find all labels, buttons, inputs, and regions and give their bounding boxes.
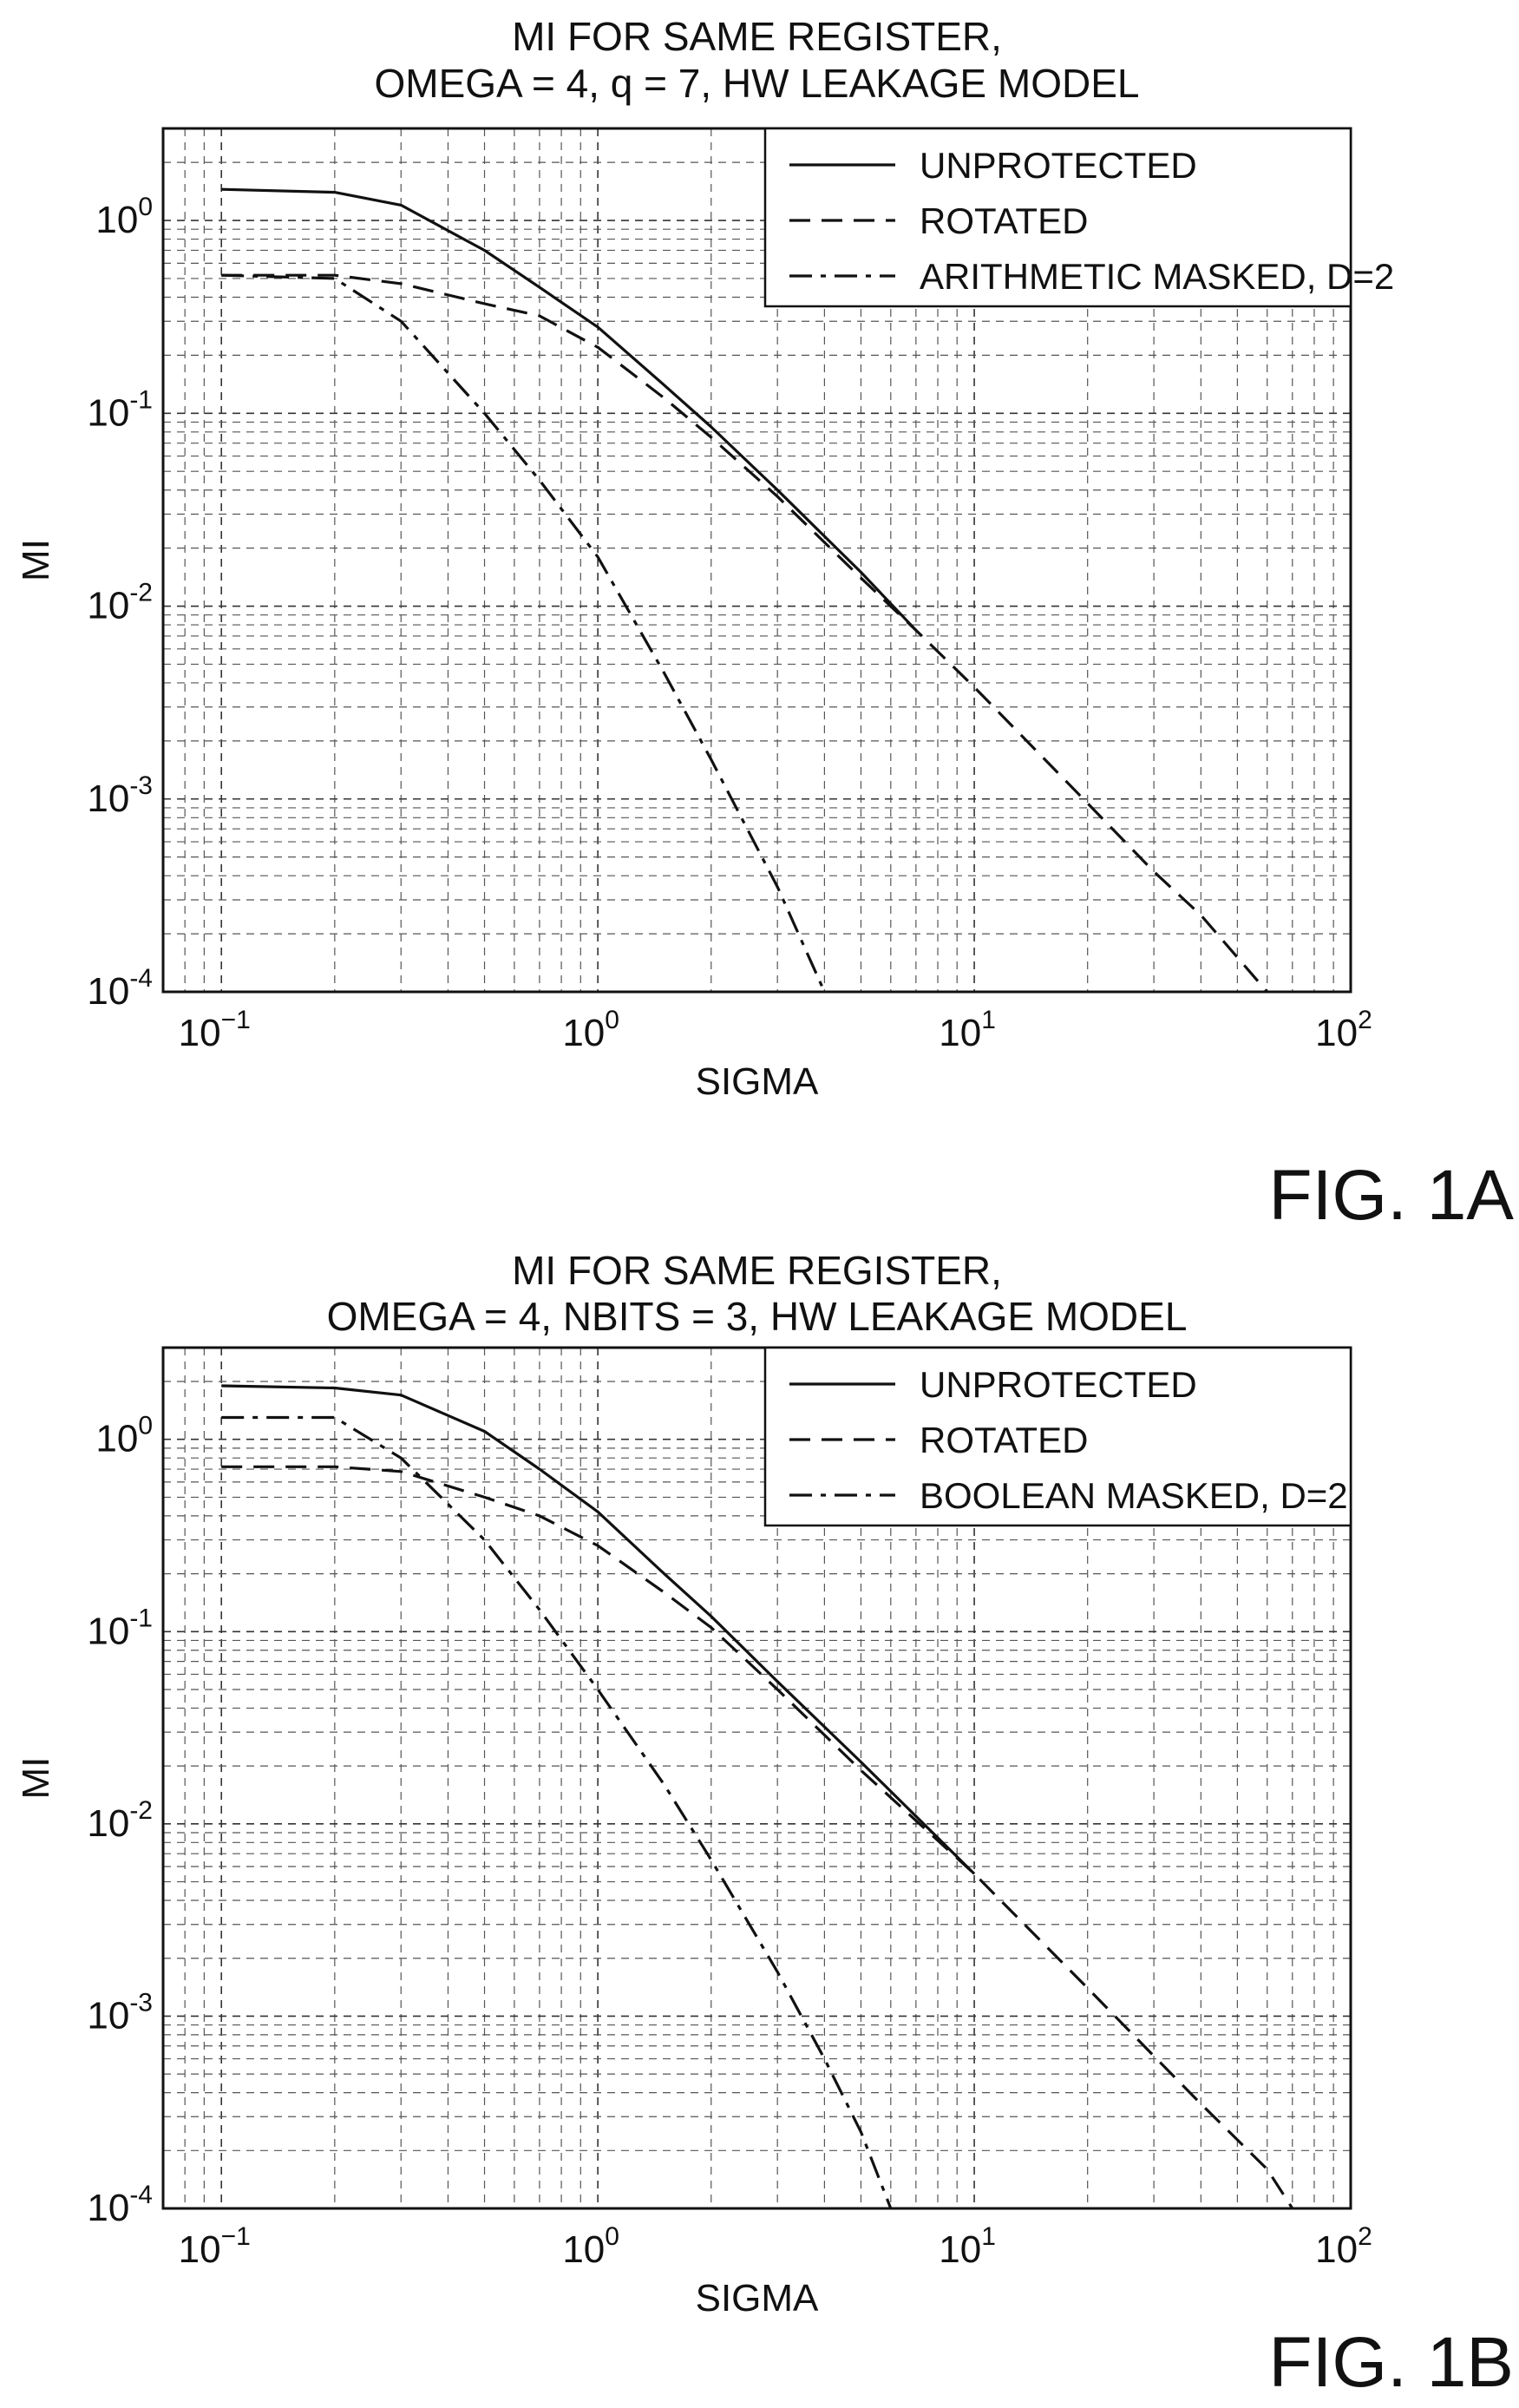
- figure-label: FIG. 1A: [1268, 1156, 1514, 1235]
- series-line-dash-dot: [221, 1415, 893, 2209]
- series-line-dashed: [221, 1465, 1294, 2209]
- y-tick-label: 100: [95, 193, 153, 241]
- x-tick-label: 102: [1315, 1006, 1372, 1054]
- grid: [162, 128, 1352, 993]
- legend-entry: ROTATED: [920, 200, 1088, 241]
- legend: UNPROTECTED ROTATED BOOLEAN MASKED, D=2: [763, 1346, 1352, 1527]
- x-tick-label: 10−1: [179, 1006, 251, 1054]
- figure-label: FIG. 1B: [1268, 2323, 1514, 2402]
- x-tick-label: 101: [939, 1006, 996, 1054]
- y-tick-label: 10-4: [87, 2181, 153, 2229]
- x-axis-label: SIGMA: [696, 2277, 819, 2319]
- legend-entry: UNPROTECTED: [920, 1364, 1197, 1405]
- y-tick-label: 10-2: [87, 579, 153, 627]
- x-tick-label: 10−1: [179, 2222, 251, 2271]
- y-tick-label: 10-2: [87, 1796, 153, 1845]
- series-line-dashed: [221, 273, 1268, 994]
- plot-frame: [161, 1346, 1352, 2210]
- legend-entry: BOOLEAN MASKED, D=2: [920, 1475, 1348, 1516]
- x-tick-label: 100: [562, 2222, 619, 2271]
- legend-entry: ARITHMETIC MASKED, D=2: [920, 256, 1394, 297]
- y-tick-label: 10-4: [87, 964, 153, 1013]
- chart-title: MI FOR SAME REGISTER,: [512, 1248, 1002, 1293]
- x-tick-label: 100: [562, 1006, 619, 1054]
- chart-subtitle: OMEGA = 4, q = 7, HW LEAKAGE MODEL: [375, 61, 1140, 106]
- chart-title: MI FOR SAME REGISTER,: [512, 14, 1002, 59]
- legend-entry: ROTATED: [920, 1420, 1088, 1460]
- y-tick-label: 100: [95, 1412, 153, 1460]
- plot-frame: [161, 127, 1352, 994]
- y-tick-label: 10-1: [87, 1604, 153, 1652]
- chart-subtitle: OMEGA = 4, NBITS = 3, HW LEAKAGE MODEL: [327, 1294, 1188, 1339]
- legend-entry: UNPROTECTED: [920, 145, 1197, 186]
- x-tick-label: 102: [1315, 2222, 1372, 2271]
- x-tick-label: 101: [939, 2222, 996, 2271]
- legend-box: [763, 1346, 1352, 1527]
- legend-box: [763, 127, 1352, 308]
- x-axis-label: SIGMA: [696, 1060, 819, 1103]
- chart-1: MI FOR SAME REGISTER,OMEGA = 4, q = 7, H…: [15, 14, 1514, 1235]
- y-tick-label: 10-3: [87, 1988, 153, 2037]
- series-line-dash-dot: [221, 273, 826, 993]
- y-tick-label: 10-3: [87, 771, 153, 820]
- chart-2: MI FOR SAME REGISTER,OMEGA = 4, NBITS = …: [15, 1248, 1514, 2402]
- y-axis-label: MI: [15, 1757, 57, 1800]
- legend: UNPROTECTED ROTATED ARITHMETIC MASKED, D=2: [763, 127, 1394, 308]
- y-tick-label: 10-1: [87, 385, 153, 434]
- series-line-solid: [221, 1384, 976, 1875]
- y-axis-label: MI: [15, 539, 57, 581]
- series-line-solid: [221, 187, 918, 632]
